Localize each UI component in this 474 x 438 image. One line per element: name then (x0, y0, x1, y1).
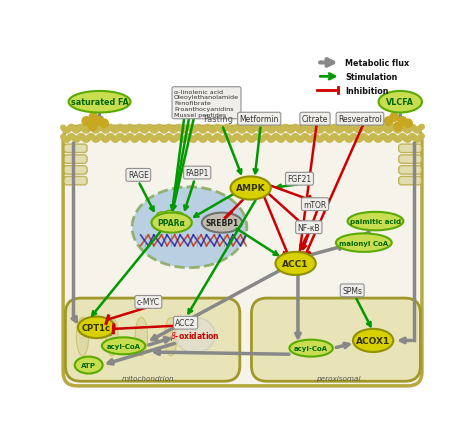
Text: VLCFA: VLCFA (386, 98, 414, 107)
Text: peroxisomal: peroxisomal (316, 375, 361, 381)
Ellipse shape (82, 320, 92, 328)
Text: SPMs: SPMs (342, 286, 362, 295)
Ellipse shape (78, 317, 115, 338)
Ellipse shape (290, 340, 333, 357)
Circle shape (404, 120, 412, 128)
Text: ATP: ATP (81, 362, 96, 368)
Text: $\beta$-oxidation: $\beta$-oxidation (170, 329, 220, 342)
Text: NF-κB: NF-κB (298, 223, 320, 232)
Text: acyl-CoA: acyl-CoA (294, 345, 328, 351)
Ellipse shape (102, 338, 145, 354)
Text: PPARα: PPARα (158, 219, 185, 228)
Circle shape (398, 117, 407, 126)
FancyBboxPatch shape (65, 298, 240, 381)
Ellipse shape (336, 234, 392, 252)
Text: c-MYC: c-MYC (137, 298, 160, 307)
Ellipse shape (172, 212, 184, 222)
Ellipse shape (97, 320, 107, 328)
Text: malonyl CoA: malonyl CoA (339, 240, 388, 246)
Text: Resveratrol: Resveratrol (338, 115, 382, 124)
Text: FABP1: FABP1 (185, 169, 209, 178)
Text: Metformin: Metformin (239, 115, 279, 124)
Text: saturated FA: saturated FA (71, 98, 128, 107)
Text: mitochondrion: mitochondrion (122, 375, 175, 381)
Text: ACC2: ACC2 (175, 318, 196, 328)
FancyBboxPatch shape (64, 155, 87, 164)
Text: Inhibition: Inhibition (345, 86, 389, 95)
Ellipse shape (353, 329, 393, 352)
FancyBboxPatch shape (63, 127, 422, 386)
Text: α-linolenic acid
Oleoylethanolamide
Fenofibrate
Proanthocyanidins
Mussel peptide: α-linolenic acid Oleoylethanolamide Feno… (174, 89, 239, 117)
Ellipse shape (164, 318, 177, 356)
Ellipse shape (152, 213, 192, 233)
Circle shape (82, 117, 91, 126)
Ellipse shape (230, 177, 271, 200)
Circle shape (95, 117, 104, 126)
Circle shape (88, 123, 97, 131)
Text: FGF21: FGF21 (287, 175, 311, 184)
Text: AMPK: AMPK (236, 184, 265, 193)
Ellipse shape (69, 92, 130, 113)
Circle shape (394, 123, 402, 131)
Ellipse shape (76, 318, 89, 356)
Ellipse shape (379, 92, 422, 113)
Ellipse shape (275, 252, 316, 276)
Circle shape (89, 113, 98, 122)
FancyBboxPatch shape (399, 155, 422, 164)
FancyBboxPatch shape (399, 166, 422, 175)
Ellipse shape (90, 318, 99, 326)
FancyBboxPatch shape (64, 166, 87, 175)
Text: CPT1c: CPT1c (82, 323, 111, 332)
Text: ACOX1: ACOX1 (356, 336, 390, 345)
Ellipse shape (106, 318, 118, 356)
FancyBboxPatch shape (399, 145, 422, 153)
Ellipse shape (135, 318, 147, 356)
Circle shape (384, 117, 393, 126)
FancyBboxPatch shape (64, 145, 87, 153)
FancyBboxPatch shape (399, 177, 422, 185)
Text: Fasting: Fasting (203, 115, 233, 124)
FancyBboxPatch shape (64, 177, 87, 185)
Circle shape (390, 113, 398, 122)
Text: Stimulation: Stimulation (345, 73, 398, 81)
Ellipse shape (202, 213, 242, 233)
Ellipse shape (132, 187, 247, 268)
Text: RAGE: RAGE (128, 171, 149, 180)
Text: Metabolic flux: Metabolic flux (345, 59, 410, 68)
Ellipse shape (156, 212, 169, 222)
Ellipse shape (164, 211, 176, 220)
Text: acyl-CoA: acyl-CoA (107, 343, 141, 349)
Ellipse shape (175, 318, 215, 353)
Text: SREBP1: SREBP1 (205, 219, 238, 228)
Circle shape (100, 120, 109, 128)
Text: mTOR: mTOR (303, 200, 327, 209)
Text: Citrate: Citrate (302, 115, 328, 124)
Text: ACC1: ACC1 (283, 259, 309, 268)
FancyBboxPatch shape (251, 298, 420, 381)
Ellipse shape (347, 212, 403, 231)
Ellipse shape (75, 357, 103, 374)
Text: palmitic acid: palmitic acid (350, 219, 401, 225)
